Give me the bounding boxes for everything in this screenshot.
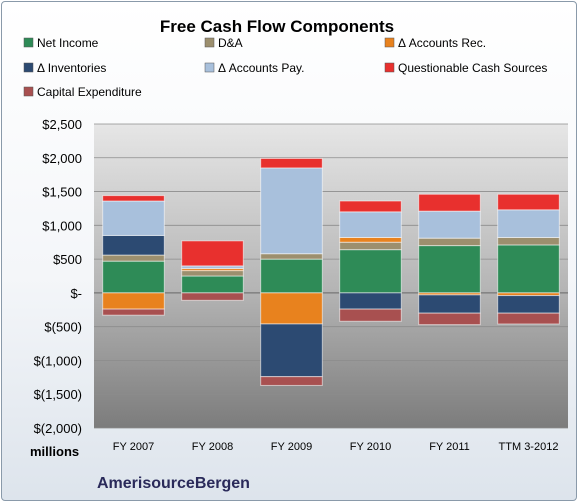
- bar-segment: [260, 323, 323, 378]
- legend-item: Δ Accounts Rec.: [384, 36, 486, 50]
- legend-swatch: [23, 62, 34, 73]
- bar-segment: [260, 157, 323, 169]
- x-tick-label: FY 2007: [113, 441, 154, 453]
- bar-segment: [339, 292, 402, 310]
- bar-segment: [260, 258, 323, 294]
- bar-segment: [260, 167, 323, 255]
- legend-swatch: [384, 62, 395, 73]
- legend-item: Capital Expenditure: [23, 85, 142, 99]
- bar-segment: [418, 294, 481, 314]
- y-tick-label: $-: [70, 286, 82, 301]
- y-tick-label: $1,000: [42, 218, 82, 233]
- y-tick-label: $2,500: [42, 117, 82, 132]
- bar-segment: [418, 245, 481, 294]
- bar-segment: [181, 292, 244, 301]
- company-name: AmerisourceBergen: [97, 475, 250, 492]
- bar-segment: [339, 200, 402, 213]
- bar-segment: [497, 295, 560, 314]
- bar-segment: [260, 292, 323, 325]
- bar-segment: [181, 275, 244, 294]
- x-tick-label: TTM 3-2012: [499, 441, 559, 453]
- y-tick-label: $1,500: [42, 185, 82, 200]
- y-axis-ticks: $2,500 $2,000 $1,500 $1,000 $500 $- $(500) $(1,…: [34, 117, 82, 436]
- bar-segment: [418, 193, 481, 212]
- legend-label: Net Income: [37, 36, 99, 50]
- x-tick-label: FY 2008: [192, 441, 233, 453]
- bar-segment: [260, 376, 323, 386]
- bar-segment: [102, 292, 165, 310]
- y-tick-label: $500: [53, 252, 82, 267]
- bar-segment: [260, 253, 323, 260]
- bar-segment: [497, 312, 560, 325]
- legend-label: Δ Accounts Rec.: [398, 36, 486, 50]
- legend-swatch: [384, 37, 395, 48]
- gridlines: [94, 123, 568, 429]
- legend-label: Δ Accounts Pay.: [218, 61, 305, 75]
- x-axis-ticks: FY 2007 FY 2008 FY 2009 FY 2010 FY 2011 TTM 3…: [113, 441, 559, 453]
- legend-swatch: [23, 86, 34, 97]
- bar-segment: [339, 236, 402, 243]
- unit-label: millions: [30, 444, 79, 459]
- bar-segment: [497, 244, 560, 294]
- legend-label: D&A: [218, 36, 243, 50]
- bar-segment: [418, 312, 481, 326]
- chart-title: Free Cash Flow Components: [160, 17, 394, 36]
- bar-segment: [339, 211, 402, 238]
- plot-area: [94, 124, 568, 428]
- bars: [102, 157, 560, 386]
- x-tick-label: FY 2009: [271, 441, 312, 453]
- legend-label: Capital Expenditure: [37, 85, 142, 99]
- legend-swatch: [23, 37, 34, 48]
- bar-segment: [181, 270, 244, 277]
- y-tick-label: $(500): [44, 320, 82, 335]
- y-tick-label: $(2,000): [34, 421, 82, 436]
- legend-swatch: [204, 62, 215, 73]
- bar-segment: [339, 249, 402, 294]
- bar-segment: [102, 195, 165, 202]
- y-tick-label: $(1,000): [34, 353, 82, 368]
- bar-segment: [339, 308, 402, 322]
- bar-segment: [418, 237, 481, 247]
- bar-segment: [497, 209, 560, 238]
- bar-segment: [181, 240, 244, 267]
- bar-segment: [497, 236, 560, 246]
- legend-label: Δ Inventories: [37, 61, 106, 75]
- bar-segment: [102, 234, 165, 256]
- legend-swatch: [204, 37, 215, 48]
- bar-segment: [497, 193, 560, 211]
- legend-item: D&A: [204, 36, 243, 50]
- legend-item: Δ Inventories: [23, 61, 106, 75]
- bar-segment: [339, 241, 402, 251]
- legend-item: Δ Accounts Pay.: [204, 61, 305, 75]
- legend: Net Income D&A Δ Accounts Rec. Δ Inventorie…: [23, 36, 547, 99]
- bar-segment: [102, 200, 165, 236]
- y-tick-label: $(1,500): [34, 387, 82, 402]
- legend-item: Questionable Cash Sources: [384, 61, 547, 75]
- x-tick-label: FY 2010: [350, 441, 391, 453]
- bar-segment: [102, 308, 165, 316]
- legend-label: Questionable Cash Sources: [398, 61, 547, 75]
- y-tick-label: $2,000: [42, 151, 82, 166]
- bar-segment: [102, 254, 165, 262]
- bar-segment: [102, 260, 165, 294]
- legend-item: Net Income: [23, 36, 99, 50]
- bar-segment: [418, 210, 481, 239]
- x-tick-label: FY 2011: [429, 441, 470, 453]
